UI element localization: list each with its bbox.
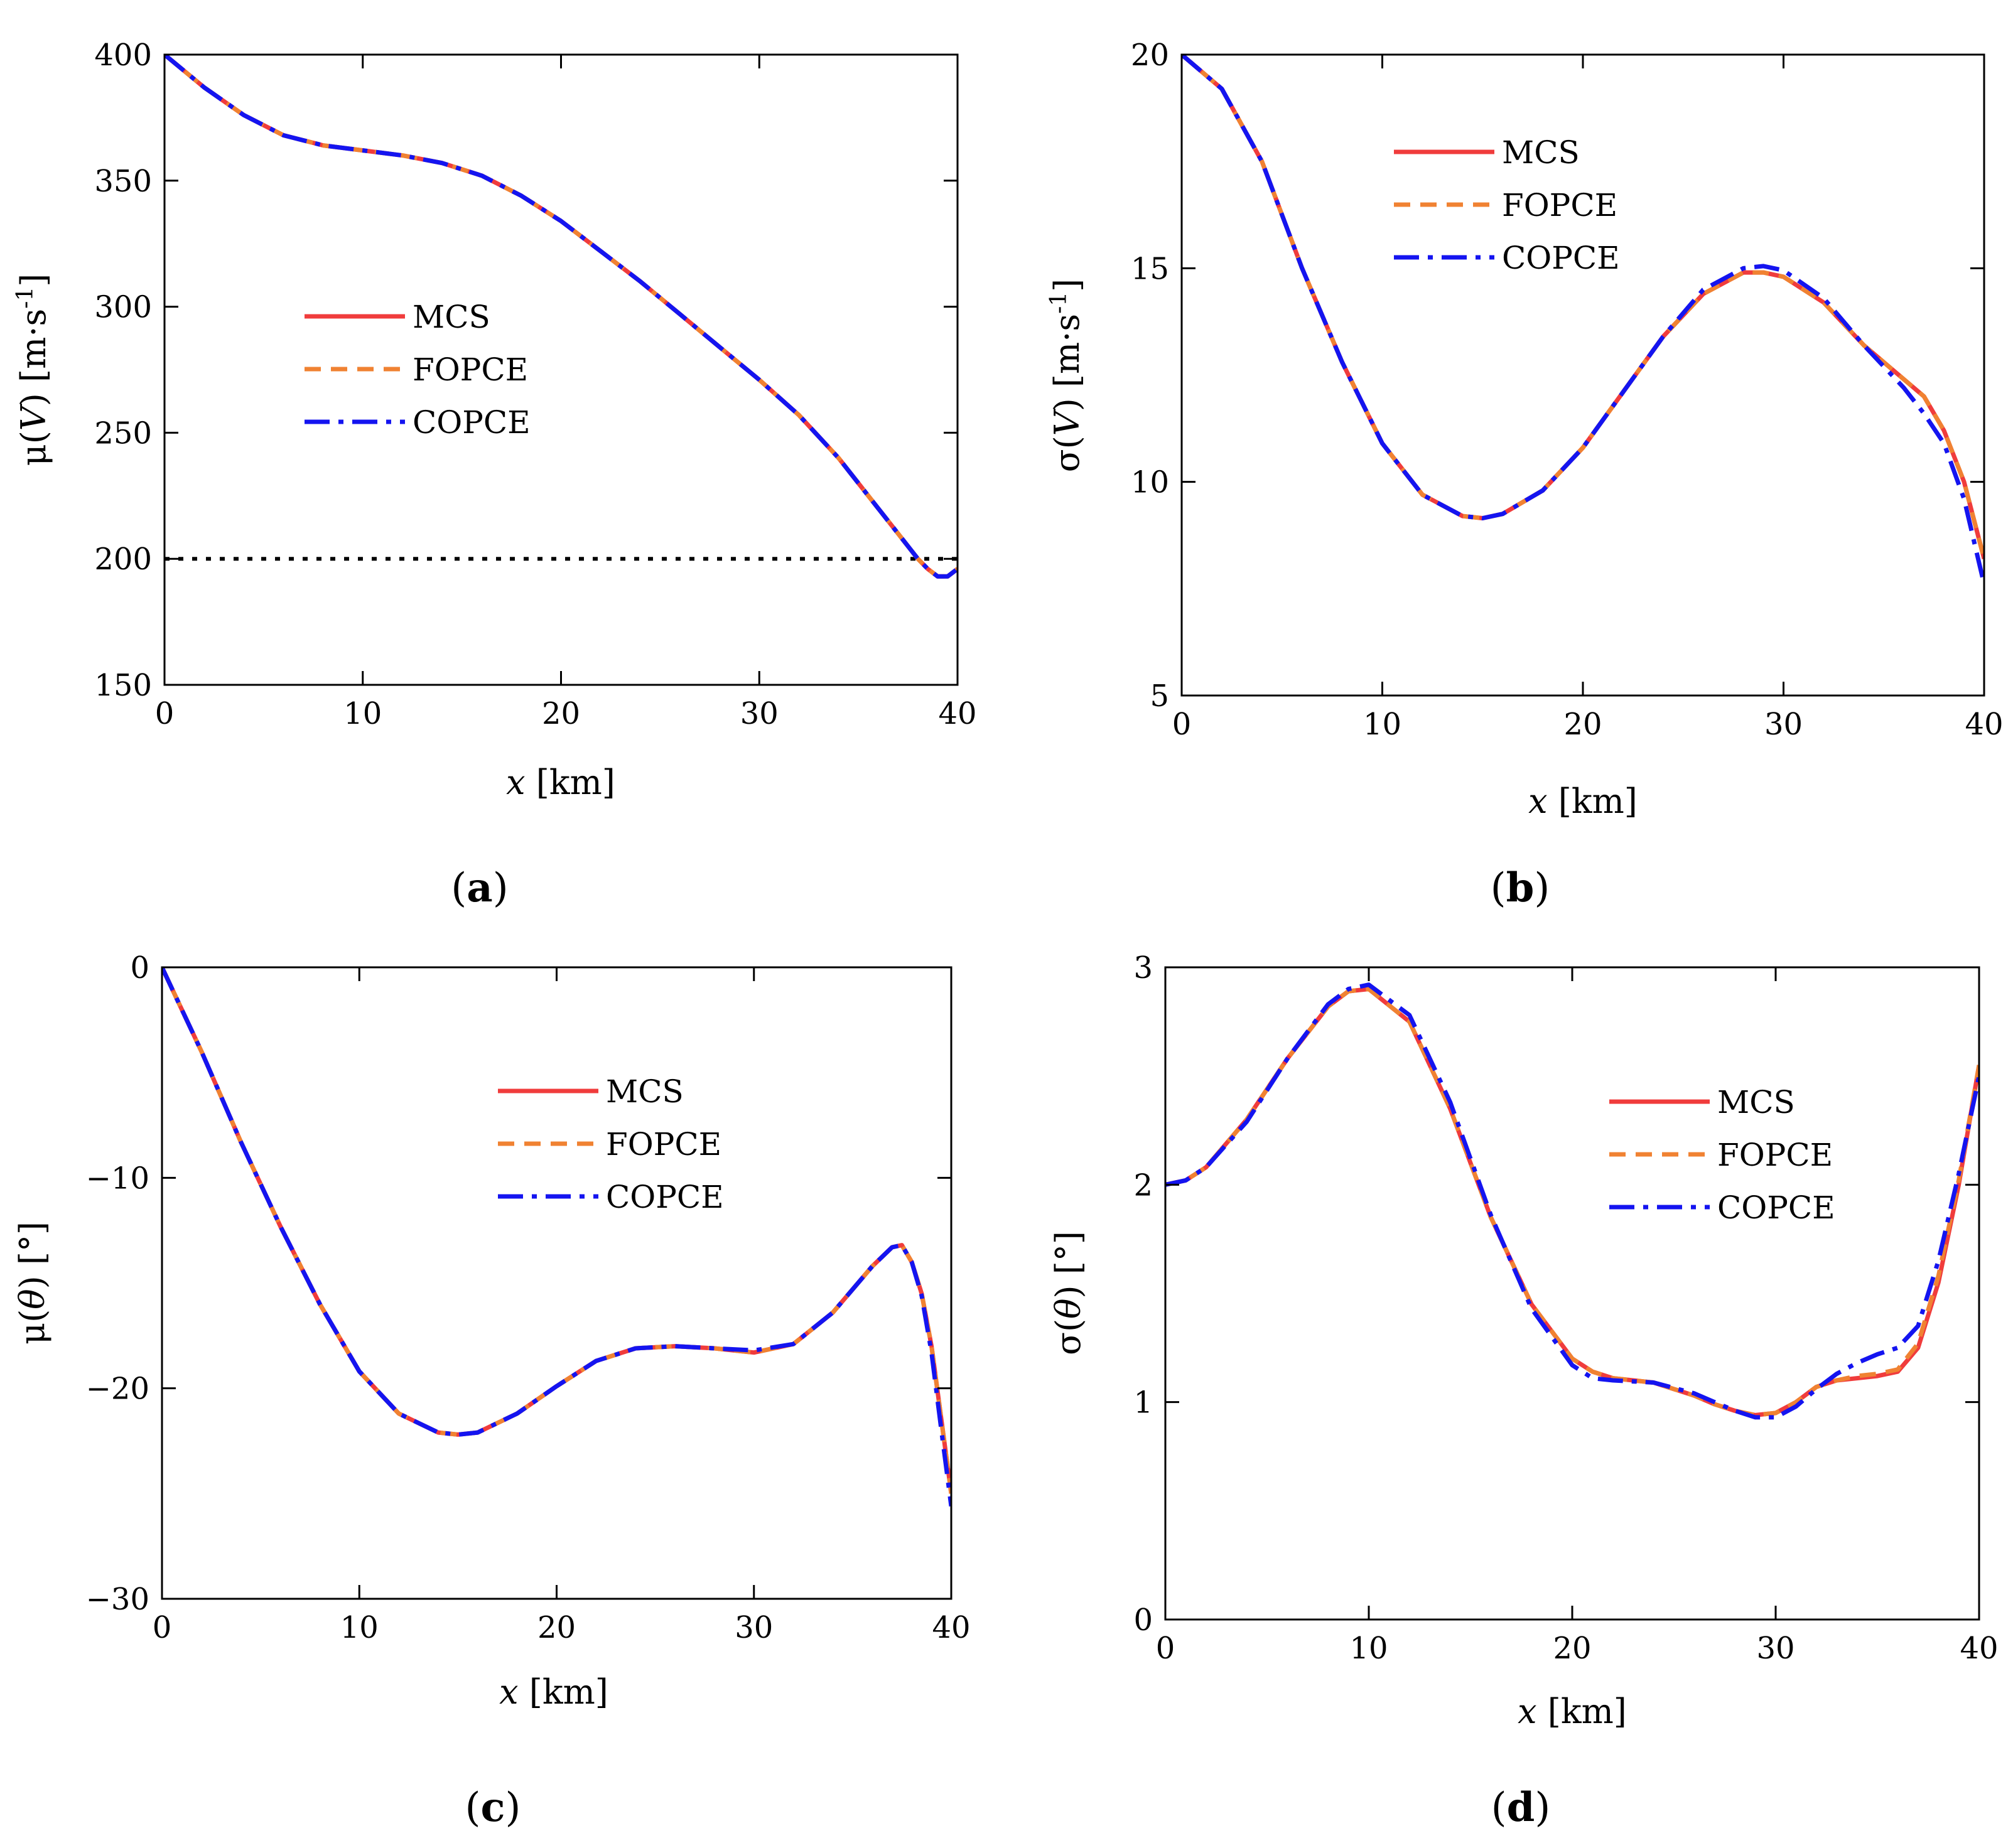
plot-frame (1164, 966, 1980, 1621)
y-tick-label: 15 (1131, 251, 1169, 286)
series-line-copce (162, 967, 951, 1507)
legend: MCS FOPCE COPCE (498, 1073, 724, 1215)
chart-c: 0 10 20 30 40 −30 −20 −10 0 x [km] μ(θ) [°] MCS FOPC… (13, 950, 971, 1831)
x-tick-label: 40 (1965, 707, 2003, 742)
legend-label-copce: COPCE (1502, 240, 1620, 276)
x-axis-label: x [km] (1528, 782, 1638, 821)
legend-label-mcs: MCS (413, 299, 490, 335)
legend-label-mcs: MCS (1502, 134, 1580, 171)
legend: MCS FOPCE COPCE (305, 299, 531, 441)
chart-d: 0 10 20 30 40 0 1 2 3 x [km] σ(θ) [°] MCS FOPCE COPCE… (1049, 950, 1999, 1831)
x-tick-label: 10 (1349, 1631, 1388, 1666)
y-tick-label: 0 (1133, 1603, 1153, 1638)
y-axis-label: σ(V) [m·s-1] (1046, 279, 1087, 472)
y-axis-label: μ(V) [m·s-1] (13, 274, 53, 466)
series-line-copce (1182, 55, 1984, 585)
y-tick-label: 300 (94, 290, 152, 325)
y-tick-label: 350 (94, 164, 152, 199)
legend-label-fopce: FOPCE (1502, 187, 1617, 223)
x-tick-label: 0 (1156, 1631, 1175, 1666)
series-group (1182, 55, 1984, 585)
legend-label-fopce: FOPCE (606, 1126, 721, 1163)
y-tick-label: 10 (1131, 465, 1169, 500)
y-tick-label: 3 (1133, 950, 1153, 986)
legend-label-fopce: FOPCE (413, 352, 528, 388)
legend: MCS FOPCE COPCE (1609, 1084, 1835, 1226)
y-tick-label: 0 (130, 950, 149, 986)
y-axis-label: σ(θ) [°] (1049, 1231, 1088, 1355)
chart-b: 0 10 20 30 40 5 10 15 20 x [km] σ(V) [m·s-1] MCS FOP… (1046, 38, 2004, 911)
y-tick-label: 5 (1150, 679, 1169, 714)
x-tick-label: 30 (1764, 707, 1803, 742)
legend-label-fopce: FOPCE (1717, 1137, 1833, 1173)
x-axis-label: x [km] (499, 1672, 608, 1712)
chart-a: 0 10 20 30 40 150 200 250 300 350 400 x [km] μ(V) [m… (13, 38, 977, 911)
x-tick-label: 20 (537, 1610, 576, 1645)
x-tick-label: 40 (1960, 1631, 1998, 1666)
y-tick-label: −20 (86, 1372, 149, 1407)
plot-frame (161, 966, 953, 1600)
series-group (1165, 982, 1979, 1420)
series-group (162, 967, 951, 1507)
x-tick-label: 30 (740, 696, 779, 731)
x-tick-label: 30 (1756, 1631, 1794, 1666)
x-axis-label: x [km] (1518, 1692, 1627, 1731)
plot-frame (163, 53, 959, 686)
x-tick-label: 40 (932, 1610, 970, 1645)
series-line-mcs (1182, 55, 1984, 560)
legend-label-copce: COPCE (413, 404, 531, 441)
x-tick-label: 20 (1553, 1631, 1591, 1666)
legend-label-mcs: MCS (1717, 1084, 1795, 1120)
y-axis-label: μ(θ) [°] (13, 1222, 52, 1345)
x-tick-label: 30 (735, 1610, 773, 1645)
y-tick-label: −10 (86, 1161, 149, 1196)
x-tick-label: 0 (153, 1610, 172, 1645)
x-tick-label: 0 (1172, 707, 1192, 742)
x-axis-label: x [km] (506, 763, 615, 802)
series-line-mcs (1165, 987, 1979, 1417)
plot-frame (1180, 53, 1985, 697)
y-tick-label: 150 (94, 668, 152, 703)
panel-caption: (d) (1491, 1784, 1551, 1831)
x-tick-label: 10 (343, 696, 382, 731)
legend-label-mcs: MCS (606, 1073, 684, 1110)
y-tick-label: 250 (94, 416, 152, 451)
legend-label-copce: COPCE (1717, 1190, 1835, 1226)
y-tick-label: −30 (86, 1582, 149, 1617)
x-tick-label: 20 (1563, 707, 1602, 742)
legend: MCS FOPCE COPCE (1394, 134, 1620, 276)
y-tick-label: 20 (1131, 38, 1169, 73)
legend-label-copce: COPCE (606, 1179, 724, 1215)
x-tick-label: 10 (1363, 707, 1401, 742)
y-tick-label: 200 (94, 542, 152, 577)
panel-caption: (b) (1491, 864, 1550, 911)
panel-caption: (c) (465, 1784, 521, 1831)
x-tick-label: 10 (340, 1610, 379, 1645)
series-line-fopce (1165, 987, 1979, 1417)
x-tick-label: 20 (542, 696, 580, 731)
x-tick-label: 0 (155, 696, 175, 731)
series-line-fopce (1182, 55, 1984, 560)
series-line-copce (165, 55, 958, 579)
y-tick-label: 1 (1133, 1385, 1153, 1421)
y-tick-label: 2 (1133, 1168, 1153, 1203)
panel-caption: (a) (451, 864, 508, 911)
series-line-copce (1165, 982, 1979, 1420)
series-group (165, 55, 958, 579)
y-tick-label: 400 (94, 38, 152, 73)
x-tick-label: 40 (938, 696, 976, 731)
